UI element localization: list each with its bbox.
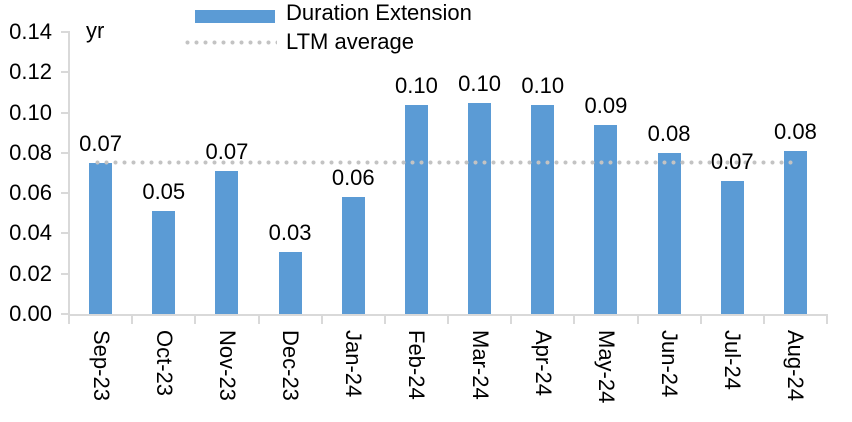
x-axis-label: Feb-24 — [404, 330, 430, 400]
legend-label-duration-extension: Duration Extension — [286, 0, 472, 25]
bar-value-label: 0.10 — [458, 70, 501, 96]
x-axis-label: Jun-24 — [657, 330, 683, 398]
x-axis-tick — [573, 316, 576, 324]
x-axis-tick — [257, 316, 260, 324]
bar-value-label: 0.08 — [773, 118, 817, 144]
bar — [468, 102, 492, 314]
y-axis-tick — [61, 192, 68, 195]
bar-value-label: 0.07 — [710, 149, 754, 175]
x-axis-tick — [510, 316, 513, 324]
bar — [215, 170, 239, 314]
x-axis-label: May-24 — [593, 330, 619, 404]
x-axis-label: Oct-23 — [151, 330, 177, 397]
y-axis-line — [68, 31, 70, 315]
y-axis-label: 0.12 — [9, 59, 52, 85]
duration-extension-legend-swatch — [195, 10, 275, 23]
bar-value-label: 0.10 — [394, 72, 438, 98]
bar — [152, 211, 176, 314]
y-axis-label: 0.04 — [9, 220, 52, 246]
x-axis-label: Apr-24 — [530, 330, 556, 397]
bar-value-label: 0.09 — [584, 92, 628, 118]
x-axis-tick — [383, 316, 386, 324]
ltm-average-legend-swatch — [183, 40, 277, 45]
bar — [594, 124, 618, 314]
legend-label-ltm-average: LTM average — [286, 29, 414, 54]
x-axis-tick — [131, 316, 134, 324]
bar — [278, 251, 302, 314]
x-axis-label: Nov-23 — [214, 330, 240, 401]
y-axis-unit-label: yr — [86, 18, 105, 43]
y-axis-tick — [61, 151, 68, 154]
bar — [783, 150, 807, 314]
x-axis-label: Aug-24 — [783, 330, 809, 401]
x-axis-label: Sep-23 — [88, 330, 114, 401]
x-axis-tick — [826, 316, 828, 324]
y-axis-label: 0.10 — [9, 99, 52, 125]
x-axis-line — [68, 314, 828, 316]
bar-value-label: 0.10 — [521, 72, 565, 98]
bar-value-label: 0.03 — [268, 219, 312, 245]
y-axis-tick — [61, 313, 68, 315]
x-axis-tick — [636, 316, 639, 324]
bar — [531, 104, 555, 314]
y-axis-label: 0.14 — [9, 19, 52, 44]
x-axis-label: Jan-24 — [341, 330, 367, 398]
y-axis-label: 0.06 — [9, 180, 52, 206]
bar-value-label: 0.06 — [331, 165, 375, 191]
bar — [657, 152, 681, 314]
bar-value-label: 0.07 — [205, 138, 249, 164]
x-axis-label: Jul-24 — [720, 330, 746, 390]
y-axis-label: 0.02 — [9, 260, 52, 286]
x-axis-tick — [447, 316, 449, 324]
bar-value-label: 0.05 — [142, 179, 186, 205]
x-axis-label: Mar-24 — [467, 330, 493, 400]
x-axis-label: Dec-23 — [278, 330, 304, 401]
bar — [720, 181, 744, 314]
y-axis-tick — [61, 111, 68, 114]
x-axis-tick — [194, 316, 197, 324]
x-axis-tick — [762, 316, 765, 324]
bar-value-label: 0.07 — [79, 130, 122, 156]
ltm-average-line — [93, 160, 795, 166]
x-axis-tick — [699, 316, 702, 324]
x-axis-tick — [320, 316, 323, 324]
bar — [404, 104, 428, 314]
y-axis-label: 0.00 — [9, 301, 52, 326]
bar — [89, 162, 113, 314]
y-axis-label: 0.08 — [9, 139, 52, 165]
y-axis-tick — [61, 232, 68, 235]
x-axis-tick — [68, 316, 70, 324]
bar — [341, 197, 365, 314]
y-axis-tick — [61, 31, 68, 33]
y-axis-tick — [61, 272, 68, 275]
bar-value-label: 0.08 — [647, 120, 691, 146]
y-axis-tick — [61, 71, 68, 74]
